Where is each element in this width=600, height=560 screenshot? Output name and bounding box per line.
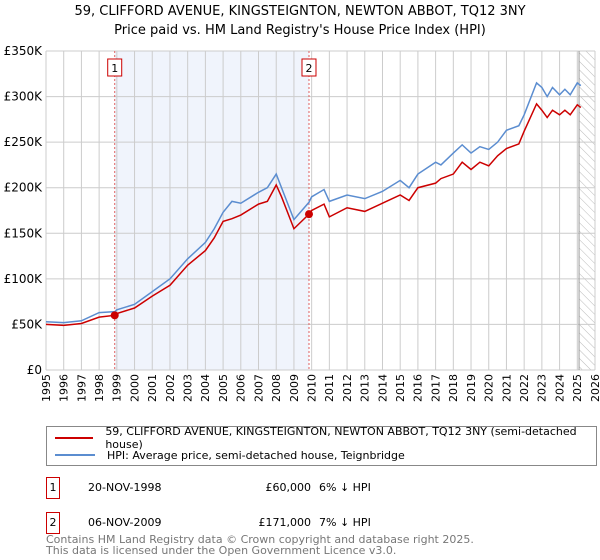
x-tick-label: 2019 xyxy=(465,374,478,402)
y-tick-label: £50K xyxy=(11,317,43,331)
y-tick-label: £250K xyxy=(4,135,44,149)
transaction-delta: 6% ↓ HPI xyxy=(319,481,371,494)
x-tick-label: 2015 xyxy=(394,374,407,402)
y-tick-label: £200K xyxy=(4,181,44,195)
legend-swatch-blue xyxy=(55,454,95,456)
x-tick-label: 2018 xyxy=(447,374,460,402)
hpi-line xyxy=(45,81,582,324)
transaction-marker-label: 2 xyxy=(305,62,312,75)
title-line-1: 59, CLIFFORD AVENUE, KINGSTEIGNTON, NEWT… xyxy=(74,4,526,19)
transaction-marker-box xyxy=(301,58,317,77)
y-tick-label: £350K xyxy=(4,44,44,58)
x-tick-label: 1998 xyxy=(93,374,106,402)
x-tick-label: 1999 xyxy=(111,374,124,402)
transaction-date: 20-NOV-1998 xyxy=(88,481,162,494)
x-tick-label: 2000 xyxy=(128,374,141,402)
legend: 59, CLIFFORD AVENUE, KINGSTEIGNTON, NEWT… xyxy=(46,425,597,466)
x-tick-label: 2002 xyxy=(164,374,177,402)
transaction-marker-box xyxy=(107,58,123,77)
y-tick-label: £0 xyxy=(27,363,42,377)
y-tick-label: £300K xyxy=(4,90,44,104)
footer-line-2: This data is licensed under the Open Gov… xyxy=(46,544,397,557)
x-tick-label: 2026 xyxy=(589,374,600,402)
x-tick-label: 2005 xyxy=(217,374,230,402)
x-tick-label: 2011 xyxy=(323,374,336,402)
legend-item-property: 59, CLIFFORD AVENUE, KINGSTEIGNTON, NEWT… xyxy=(55,425,596,451)
future-hatch xyxy=(579,51,595,370)
x-tick-label: 2008 xyxy=(270,374,283,402)
transaction-delta: 7% ↓ HPI xyxy=(319,516,371,529)
title-line-2: Price paid vs. HM Land Registry's House … xyxy=(114,23,486,38)
x-tick-label: 1997 xyxy=(75,374,88,402)
legend-label: HPI: Average price, semi-detached house,… xyxy=(107,448,405,462)
legend-label: 59, CLIFFORD AVENUE, KINGSTEIGNTON, NEWT… xyxy=(105,425,577,451)
x-tick-label: 2001 xyxy=(146,374,159,402)
footer-line-1: Contains HM Land Registry data © Crown c… xyxy=(46,533,474,546)
x-tick-label: 2016 xyxy=(412,374,425,402)
x-tick-label: 2023 xyxy=(536,374,549,402)
x-tick-label: 2006 xyxy=(235,374,248,402)
x-tick-label: 2025 xyxy=(571,374,584,402)
property-price-line xyxy=(45,102,582,327)
legend-swatch-red xyxy=(55,437,94,439)
y-tick-label: £100K xyxy=(4,272,44,286)
transaction-point xyxy=(110,311,119,320)
ownership-shading xyxy=(114,51,309,370)
x-tick-label: 2022 xyxy=(518,374,531,402)
transaction-row: 2 06-NOV-2009 £171,000 7% ↓ HPI xyxy=(46,512,546,534)
transaction-badge: 1 xyxy=(46,477,60,499)
x-tick-label: 2024 xyxy=(553,374,566,402)
x-tick-label: 2020 xyxy=(483,374,496,402)
price-chart: 1995 1996 1997 1998 1999 2000 2001 2002 2003 2004… xyxy=(4,44,600,402)
transaction-marker-label: 1 xyxy=(111,62,118,75)
transaction-point xyxy=(304,210,313,219)
footer: Contains HM Land Registry data © Crown c… xyxy=(46,534,474,556)
transaction-row: 1 20-NOV-1998 £60,000 6% ↓ HPI xyxy=(46,477,546,499)
x-tick-label: 2004 xyxy=(199,374,212,402)
x-tick-label: 2021 xyxy=(500,374,513,402)
legend-item-hpi: HPI: Average price, semi-detached house,… xyxy=(55,448,405,462)
x-tick-label: 2017 xyxy=(429,374,442,402)
transaction-price: £171,000 xyxy=(258,516,312,529)
transaction-badge: 2 xyxy=(46,512,60,534)
x-tick-label: 1996 xyxy=(58,374,71,402)
transaction-date: 06-NOV-2009 xyxy=(88,516,162,529)
x-tick-label: 2012 xyxy=(341,374,354,402)
x-tick-label: 2010 xyxy=(305,374,318,402)
x-tick-label: 2013 xyxy=(359,374,372,402)
x-tick-label: 2003 xyxy=(182,374,195,402)
transaction-price: £60,000 xyxy=(265,481,312,494)
x-tick-label: 2014 xyxy=(376,374,389,402)
x-tick-label: 2007 xyxy=(252,374,265,402)
x-tick-label: 2009 xyxy=(288,374,301,402)
chart-title: 59, CLIFFORD AVENUE, KINGSTEIGNTON, NEWT… xyxy=(0,2,600,40)
x-tick-label: 1995 xyxy=(40,374,53,402)
y-tick-label: £150K xyxy=(4,226,44,240)
